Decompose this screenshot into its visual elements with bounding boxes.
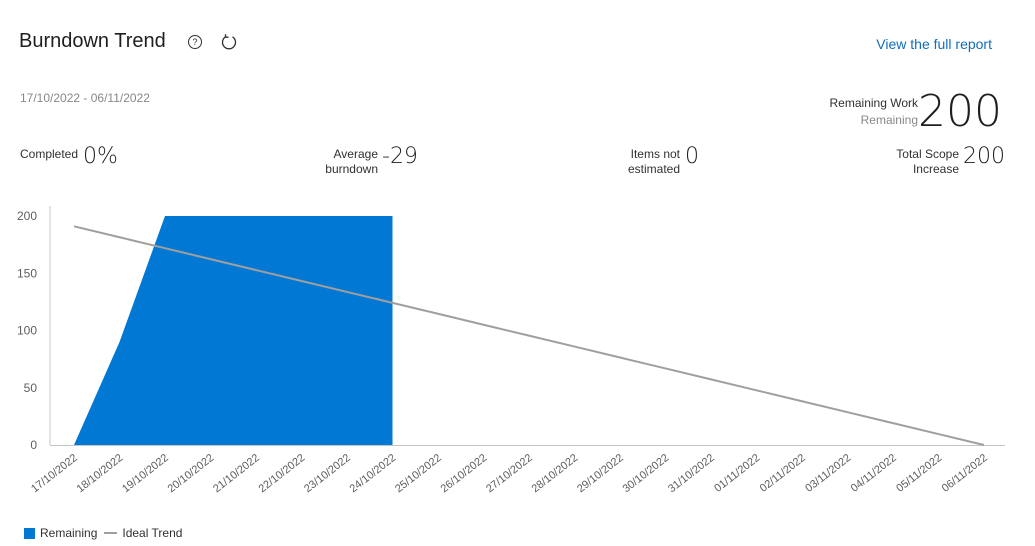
x-tick-label: 29/10/2022 (575, 452, 626, 495)
x-tick-label: 26/10/2022 (439, 452, 490, 495)
x-tick-label: 17/10/2022 (29, 452, 80, 495)
chart-legend: Remaining Ideal Trend (24, 526, 182, 540)
x-tick-label: 04/11/2022 (849, 452, 899, 495)
items-not-estimated-value: 0 (685, 144, 699, 169)
items-not-estimated-label: Items not estimated (628, 147, 680, 177)
x-tick-label: 28/10/2022 (530, 452, 581, 495)
x-tick-label: 02/11/2022 (758, 452, 808, 495)
y-tick-label: 150 (17, 266, 37, 280)
refresh-icon[interactable] (220, 33, 238, 51)
x-tick-label: 01/11/2022 (712, 452, 762, 495)
x-tick-label: 31/10/2022 (666, 452, 717, 495)
y-tick-label: 200 (17, 209, 37, 223)
total-scope-increase-label-line1: Total Scope (896, 147, 959, 161)
y-tick-label: 50 (24, 381, 38, 395)
x-tick-label: 19/10/2022 (120, 452, 171, 495)
svg-text:?: ? (192, 37, 197, 47)
remaining-work-sublabel: Remaining (860, 113, 918, 127)
remaining-work-label-group: Remaining Work Remaining (830, 95, 918, 129)
ideal-trend-legend-label: Ideal Trend (122, 526, 183, 540)
average-burndown-value: -29 (382, 144, 418, 169)
x-tick-label: 21/10/2022 (211, 452, 262, 495)
x-tick-label: 30/10/2022 (621, 452, 672, 495)
x-tick-label: 18/10/2022 (75, 452, 126, 495)
remaining-legend-swatch (24, 527, 35, 539)
remaining-work-label: Remaining Work (829, 96, 918, 110)
items-not-estimated-label-line2: estimated (627, 162, 680, 176)
total-scope-increase-value: 200 (963, 144, 1005, 169)
burndown-chart: 0 50 100 150 200 17/10/202218/10/202219/10/20… (17, 206, 1005, 495)
page-title: Burndown Trend (19, 30, 166, 52)
average-burndown-label-line2: burndown (325, 162, 378, 176)
total-scope-increase-label: Total Scope Increase (896, 147, 959, 177)
x-tick-label: 05/11/2022 (894, 452, 944, 495)
items-not-estimated-label-line1: Items not (630, 147, 680, 161)
ideal-trend-legend-line (104, 532, 118, 534)
average-burndown-label: Average burndown (325, 147, 378, 177)
remaining-legend-label: Remaining (40, 526, 98, 540)
date-range: 17/10/2022 - 06/11/2022 (20, 91, 150, 105)
completed-value: 0% (83, 144, 118, 169)
x-tick-label: 24/10/2022 (348, 452, 399, 495)
view-full-report-link[interactable]: View the full report (876, 36, 992, 52)
average-burndown-label-line1: Average (333, 147, 378, 161)
x-tick-label: 20/10/2022 (166, 452, 217, 495)
x-tick-label: 25/10/2022 (393, 452, 444, 495)
remaining-area (74, 216, 393, 445)
x-tick-label: 23/10/2022 (302, 452, 353, 495)
remaining-work-value: 200 (918, 86, 1002, 137)
x-tick-label: 03/11/2022 (803, 452, 853, 495)
total-scope-increase-label-line2: Increase (912, 162, 959, 176)
completed-label: Completed (20, 147, 79, 161)
ideal-trend-line (73, 225, 985, 446)
y-tick-label: 0 (30, 438, 37, 452)
x-tick-label: 06/11/2022 (940, 452, 990, 495)
x-tick-label: 22/10/2022 (257, 452, 308, 495)
help-circle-icon[interactable]: ? (187, 34, 203, 50)
x-tick-label: 27/10/2022 (484, 452, 535, 495)
y-tick-label: 100 (17, 324, 37, 338)
